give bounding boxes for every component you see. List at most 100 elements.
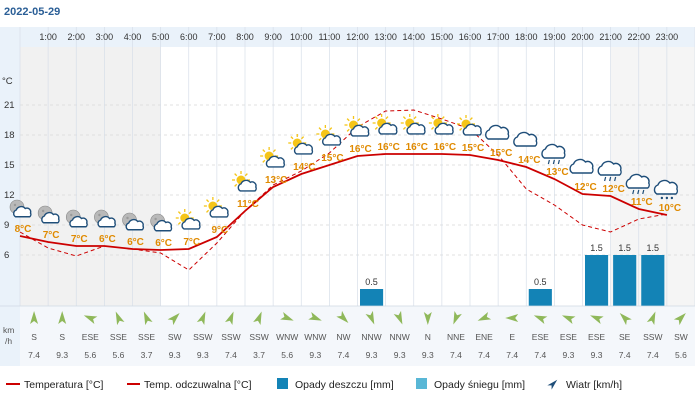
wind-arrow bbox=[619, 313, 632, 326]
y-tick-label: 18 bbox=[4, 130, 15, 141]
sun-ray bbox=[206, 209, 210, 213]
legend-rain-swatch bbox=[277, 378, 288, 389]
wind-speed: 3.7 bbox=[253, 350, 265, 360]
sun-ray bbox=[346, 128, 350, 132]
temperature-label: 16°C bbox=[377, 142, 399, 153]
wind-direction: ESE bbox=[532, 332, 549, 342]
sun-ray bbox=[357, 118, 361, 122]
temperature-label: 12°C bbox=[602, 184, 624, 195]
sun-ray bbox=[329, 127, 333, 131]
cloud-outline bbox=[485, 124, 510, 140]
sun-ray bbox=[459, 117, 463, 121]
temperature-label: 6°C bbox=[127, 237, 144, 248]
rain-drop bbox=[604, 176, 607, 182]
y-axis-band bbox=[0, 27, 20, 306]
sun-ray bbox=[402, 126, 406, 130]
temperature-label: 12°C bbox=[574, 182, 596, 193]
snow-flake bbox=[670, 196, 674, 200]
wind-direction: N bbox=[425, 332, 431, 342]
sun-ray bbox=[177, 211, 181, 215]
wind-arrow bbox=[253, 311, 262, 326]
cloud-icon bbox=[265, 155, 285, 168]
wind-speed: 7.4 bbox=[338, 350, 350, 360]
moon-crater bbox=[98, 213, 101, 217]
cloud-icon bbox=[462, 123, 482, 136]
wind-arrow-icon bbox=[196, 311, 206, 326]
wind-arrow bbox=[365, 310, 375, 325]
wind-unit-km: km bbox=[3, 325, 14, 335]
cloud-outline bbox=[434, 122, 454, 135]
wind-direction: SSE bbox=[138, 332, 155, 342]
wind-speed: 9.3 bbox=[309, 350, 321, 360]
wind-direction: S bbox=[31, 332, 37, 342]
wind-arrow bbox=[561, 315, 576, 324]
wind-arrow-icon bbox=[619, 313, 632, 326]
rain-drop bbox=[637, 189, 640, 195]
rain-bar bbox=[585, 255, 609, 306]
cloud-outline bbox=[653, 179, 679, 195]
sun-ray bbox=[385, 116, 389, 120]
wind-arrow-icon bbox=[365, 310, 375, 325]
wind-arrow-icon bbox=[224, 311, 234, 326]
cloud-icon bbox=[13, 205, 32, 218]
cloud-outline bbox=[153, 219, 173, 232]
rain-bar-label: 1.5 bbox=[590, 243, 603, 253]
snow-flake bbox=[660, 196, 664, 200]
wind-speed: 9.3 bbox=[394, 350, 406, 360]
wind-unit-h: /h bbox=[5, 336, 12, 346]
sun-ray bbox=[402, 116, 406, 120]
wind-direction: NNW bbox=[361, 332, 381, 342]
cloud-outline bbox=[41, 211, 60, 224]
hour-label: 20:00 bbox=[571, 32, 594, 42]
hour-label: 9:00 bbox=[264, 32, 282, 42]
wind-direction: SSW bbox=[193, 332, 212, 342]
sun-ray bbox=[431, 126, 435, 130]
wind-arrow bbox=[505, 313, 519, 322]
temperature-label: 7°C bbox=[71, 234, 88, 245]
sun-ray bbox=[290, 136, 294, 140]
wind-direction: NNE bbox=[447, 332, 465, 342]
hour-label: 15:00 bbox=[431, 32, 454, 42]
hour-label: 18:00 bbox=[515, 32, 538, 42]
wind-arrow bbox=[196, 311, 206, 326]
hour-label: 12:00 bbox=[346, 32, 369, 42]
wind-arrow bbox=[58, 311, 67, 324]
cloud-outline bbox=[209, 205, 229, 218]
wind-arrow-icon bbox=[673, 313, 686, 326]
hour-label: 1:00 bbox=[39, 32, 57, 42]
sun-ray bbox=[346, 118, 350, 122]
y-tick-label: 6 bbox=[4, 250, 9, 261]
y-tick-label: 9 bbox=[4, 220, 9, 231]
hour-label: 17:00 bbox=[487, 32, 510, 42]
snow-flake bbox=[665, 196, 669, 200]
cloud-outline bbox=[350, 124, 370, 137]
sun-ray bbox=[216, 199, 220, 203]
y-tick-label: 15 bbox=[4, 160, 15, 171]
rain-drop bbox=[547, 159, 550, 165]
hour-label: 2:00 bbox=[67, 32, 85, 42]
wind-speed: 5.6 bbox=[84, 350, 96, 360]
wind-speed: 7.4 bbox=[619, 350, 631, 360]
wind-row-background bbox=[20, 306, 695, 366]
cloud-icon bbox=[293, 142, 314, 155]
cloud-icon bbox=[97, 215, 116, 228]
wind-arrow bbox=[30, 311, 39, 324]
temperature-line bbox=[19, 153, 668, 251]
moon-crater bbox=[154, 217, 157, 221]
cloud-outline bbox=[378, 122, 398, 135]
cloud-icon bbox=[378, 122, 398, 135]
wind-direction: SSE bbox=[110, 332, 127, 342]
temperature-label: 11°C bbox=[631, 197, 653, 208]
legend-snow: Opady śniegu [mm] bbox=[434, 379, 525, 391]
cloud-outline bbox=[97, 215, 116, 228]
wind-direction: ESE bbox=[588, 332, 605, 342]
wind-speed: 7.4 bbox=[647, 350, 659, 360]
sun-ray bbox=[272, 149, 276, 153]
sun-ray bbox=[431, 116, 435, 120]
wind-direction: SSW bbox=[221, 332, 240, 342]
sun-ray bbox=[374, 126, 378, 130]
wind-arrow bbox=[308, 312, 322, 321]
sun-ray bbox=[413, 116, 417, 120]
sun-ray bbox=[469, 117, 473, 121]
cloud-icon bbox=[569, 158, 594, 174]
